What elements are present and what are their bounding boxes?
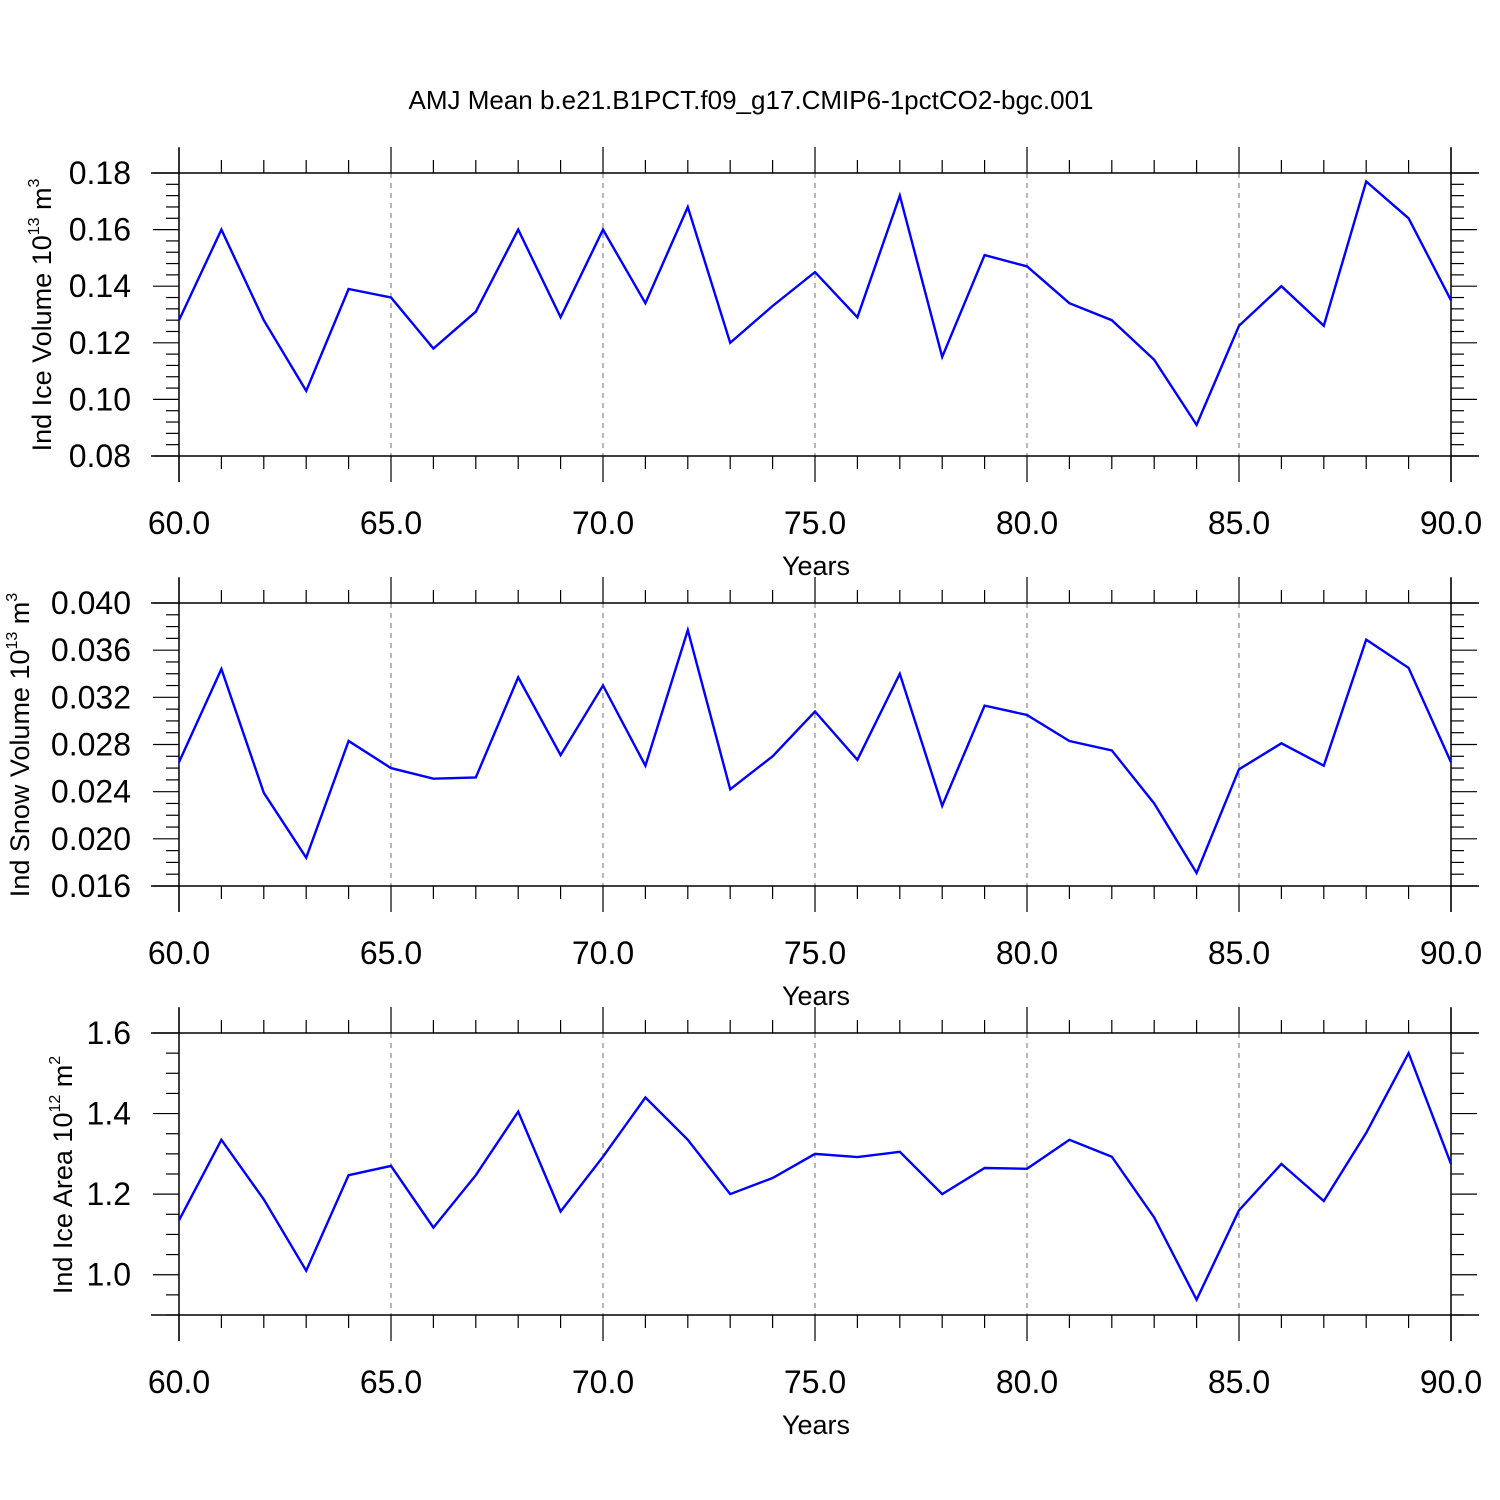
series-line — [177, 179, 1453, 428]
y-tick-label: 0.032 — [51, 679, 131, 715]
x-tick-label: 80.0 — [996, 1364, 1058, 1400]
y-tick-label: 0.040 — [51, 585, 131, 621]
x-tick-label: 85.0 — [1208, 1364, 1270, 1400]
y-tick-label: 0.14 — [69, 268, 131, 304]
x-tick-label: 85.0 — [1208, 505, 1270, 541]
panel-1: 0.08 0.10 0.12 0.14 0.16 0.18 60.0 65.0 70.0 75.0… — [26, 147, 1482, 581]
y-tick-label: 0.028 — [51, 727, 131, 763]
y-tick-label: 1.2 — [87, 1176, 131, 1212]
y-tick-label: 0.10 — [69, 381, 131, 417]
y-tick-label: 1.6 — [87, 1015, 131, 1051]
y-tick-label: 1.4 — [87, 1096, 131, 1132]
x-tick-label: 65.0 — [360, 505, 422, 541]
series-line — [177, 1050, 1453, 1303]
x-tick-label: 70.0 — [572, 1364, 634, 1400]
x-tick-label: 70.0 — [572, 505, 634, 541]
y-axis-label: Ind Ice Area 1012 m2 — [47, 1056, 78, 1294]
y-tick-label: 0.020 — [51, 821, 131, 857]
y-tick-label: 0.12 — [69, 325, 131, 361]
x-tick-label: 75.0 — [784, 935, 846, 971]
y-axis-label: Ind Ice Volume 1013 m3 — [26, 178, 57, 451]
x-tick-label: 90.0 — [1420, 505, 1482, 541]
x-tick-label: 90.0 — [1420, 935, 1482, 971]
y-tick-label: 0.036 — [51, 632, 131, 668]
x-tick-label: 60.0 — [148, 1364, 210, 1400]
y-tick-label: 0.16 — [69, 212, 131, 248]
y-tick-label: 0.18 — [69, 155, 131, 191]
x-tick-label: 65.0 — [360, 1364, 422, 1400]
x-tick-label: 85.0 — [1208, 935, 1270, 971]
x-tick-label: 75.0 — [784, 1364, 846, 1400]
x-tick-label: 65.0 — [360, 935, 422, 971]
panel-2: 0.016 0.020 0.024 0.028 0.032 0.036 0.040 60.0 6… — [4, 577, 1482, 1011]
y-tick-label: 0.08 — [69, 438, 131, 474]
y-tick-label: 0.024 — [51, 774, 131, 810]
figure-title: AMJ Mean b.e21.B1PCT.f09_g17.CMIP6-1pctC… — [408, 85, 1093, 115]
x-tick-label: 80.0 — [996, 505, 1058, 541]
y-tick-label: 0.016 — [51, 868, 131, 904]
panel-3: 1.0 1.2 1.4 1.6 60.0 65.0 70.0 75.0 80.0 85.0 90.0… — [47, 1007, 1482, 1440]
x-axis-label: Years — [782, 981, 850, 1011]
x-tick-label: 90.0 — [1420, 1364, 1482, 1400]
y-axis-label: Ind Snow Volume 1013 m3 — [4, 593, 35, 897]
x-tick-label: 80.0 — [996, 935, 1058, 971]
x-tick-label: 60.0 — [148, 935, 210, 971]
x-tick-label: 75.0 — [784, 505, 846, 541]
panels: 0.08 0.10 0.12 0.14 0.16 0.18 60.0 65.0 70.0 75.0… — [4, 147, 1482, 1440]
x-tick-label: 60.0 — [148, 505, 210, 541]
y-tick-label: 1.0 — [87, 1257, 131, 1293]
series-line — [177, 625, 1453, 876]
x-tick-label: 70.0 — [572, 935, 634, 971]
x-axis-label: Years — [782, 1410, 850, 1440]
x-axis-label: Years — [782, 551, 850, 581]
